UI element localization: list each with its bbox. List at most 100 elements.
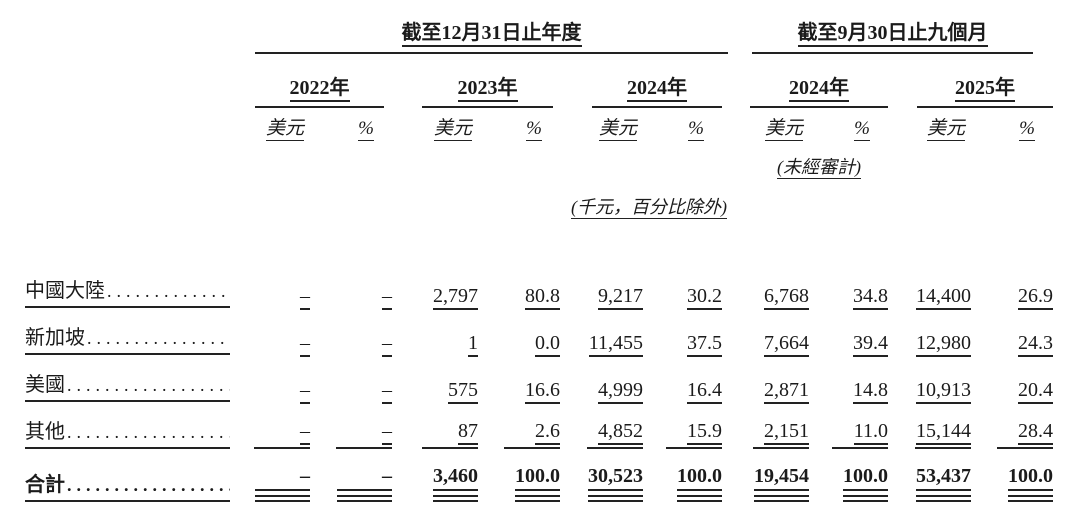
double-rule [754, 495, 809, 502]
total-value-cell: 3,460 [433, 465, 478, 491]
table-row-mainland-china: 中國大陸 – – 2,797 80.8 9,217 30.2 6,768 34.… [25, 263, 1053, 310]
double-rule [677, 495, 722, 502]
double-rule [588, 495, 643, 502]
dot-leader [65, 422, 230, 443]
usd-header: 美元 [265, 118, 304, 141]
value-cell: 28.4 [1018, 420, 1053, 445]
value-cell: 2,871 [764, 379, 809, 404]
table-row-singapore: 新加坡 – – 1 0.0 11,455 37.5 7,664 39.4 12,… [25, 310, 1053, 357]
section-annual-rule: 截至12月31日止年度 [255, 16, 728, 54]
double-rule [843, 495, 888, 502]
value-cell: – [382, 285, 392, 310]
geographic-revenue-table-document: 截至12月31日止年度 截至9月30日止九個月 2022年 2023年 2024… [25, 16, 1080, 506]
usd-header: 美元 [764, 118, 803, 141]
value-cell: 10,913 [916, 379, 971, 404]
dot-leader [85, 328, 230, 349]
value-cell: – [382, 379, 392, 404]
value-cell: 7,664 [764, 332, 809, 357]
total-value-cell: – [337, 465, 392, 491]
value-cell: 2,797 [433, 285, 478, 310]
section-title-row: 截至12月31日止年度 截至9月30日止九個月 [25, 16, 1053, 54]
value-cell: 15,144 [916, 420, 971, 445]
unaudited-note-row: (未經審計) [25, 140, 1053, 179]
year-group-9m2025-rule: 2025年 [917, 71, 1053, 108]
value-cell: 26.9 [1018, 285, 1053, 310]
value-cell: 87 [458, 420, 478, 445]
value-cell: 4,852 [598, 420, 643, 445]
value-cell: 34.8 [853, 285, 888, 310]
table-row-others: 其他 – – 87 2.6 4,852 15.9 2,151 11.0 15,1… [25, 404, 1053, 451]
double-rule [255, 495, 310, 502]
value-cell: 11.0 [853, 420, 888, 445]
year-header-row: 2022年 2023年 2024年 2024年 2025年 [25, 54, 1053, 108]
section-interim-rule: 截至9月30日止九個月 [752, 16, 1033, 54]
total-value-cell: 53,437 [916, 465, 971, 491]
total-value-cell: 19,454 [754, 465, 809, 491]
year-header-2023: 2023年 [457, 77, 518, 102]
row-label-mainland-china: 中國大陸 [25, 274, 230, 308]
value-cell: 14,400 [916, 285, 971, 310]
value-cell: 14.8 [853, 379, 888, 404]
value-cell: 24.3 [1018, 332, 1053, 357]
value-cell: – [300, 332, 310, 357]
total-value-cell: 100.0 [1008, 465, 1053, 491]
percent-header: % [688, 118, 704, 141]
usd-header: 美元 [926, 118, 965, 141]
year-group-9m2024-rule: 2024年 [750, 71, 888, 108]
row-label-others: 其他 [25, 415, 230, 449]
year-header-9m2024: 2024年 [789, 77, 849, 102]
value-cell: – [382, 332, 392, 357]
section-interim-title: 截至9月30日止九個月 [797, 22, 988, 47]
value-cell: 6,768 [764, 285, 809, 310]
year-header-9m2025: 2025年 [955, 77, 1015, 102]
value-cell: 20.4 [1018, 379, 1053, 404]
subtotal-rule [997, 447, 1053, 449]
subtotal-rule [666, 447, 722, 449]
subtotal-rule [832, 447, 888, 449]
year-group-2022-rule: 2022年 [255, 71, 384, 108]
double-rule [337, 495, 392, 502]
value-cell: 1 [468, 332, 478, 357]
dot-leader [105, 281, 230, 302]
subtotal-rule [422, 447, 478, 449]
subtotal-rule [915, 447, 971, 449]
double-rule [515, 495, 560, 502]
value-cell: 80.8 [525, 285, 560, 310]
year-group-2023-rule: 2023年 [422, 71, 553, 108]
value-cell: 4,999 [598, 379, 643, 404]
value-cell: 15.9 [687, 420, 722, 445]
usd-header: 美元 [433, 118, 472, 141]
value-cell: 37.5 [687, 332, 722, 357]
value-cell: 16.6 [525, 379, 560, 404]
percent-header: % [1019, 118, 1035, 141]
unaudited-note: (未經審計) [777, 157, 861, 179]
value-cell: – [300, 420, 310, 445]
value-cell: 11,455 [588, 332, 643, 357]
subtotal-rule [336, 447, 392, 449]
table-row-usa: 美國 – – 575 16.6 4,999 16.4 2,871 14.8 10… [25, 357, 1053, 404]
double-rule [916, 495, 971, 502]
table-row-total: 合計 – – 3,460 100.0 30,523 100.0 19,454 1… [25, 451, 1053, 506]
value-cell: 2,151 [764, 420, 809, 445]
row-label-singapore: 新加坡 [25, 321, 230, 355]
total-value-cell: 100.0 [677, 465, 722, 491]
value-cell: – [382, 420, 392, 445]
row-label-total: 合計 [25, 468, 230, 502]
unit-header-row: 美元 % 美元 % 美元 % 美元 % 美元 % [25, 108, 1053, 141]
subtotal-rule [504, 447, 560, 449]
value-cell: 39.4 [853, 332, 888, 357]
units-note: (千元，百分比除外) [571, 197, 727, 219]
value-cell: – [300, 285, 310, 310]
total-value-cell: 30,523 [588, 465, 643, 491]
value-cell: 12,980 [916, 332, 971, 357]
value-cell: 575 [448, 379, 478, 404]
usd-header: 美元 [598, 118, 637, 141]
subtotal-rule [587, 447, 643, 449]
total-value-cell: 100.0 [843, 465, 888, 491]
year-group-2024-rule: 2024年 [592, 71, 722, 108]
value-cell: 9,217 [598, 285, 643, 310]
value-cell: 16.4 [687, 379, 722, 404]
double-rule [1008, 495, 1053, 502]
subtotal-rule [753, 447, 809, 449]
double-rule [433, 495, 478, 502]
